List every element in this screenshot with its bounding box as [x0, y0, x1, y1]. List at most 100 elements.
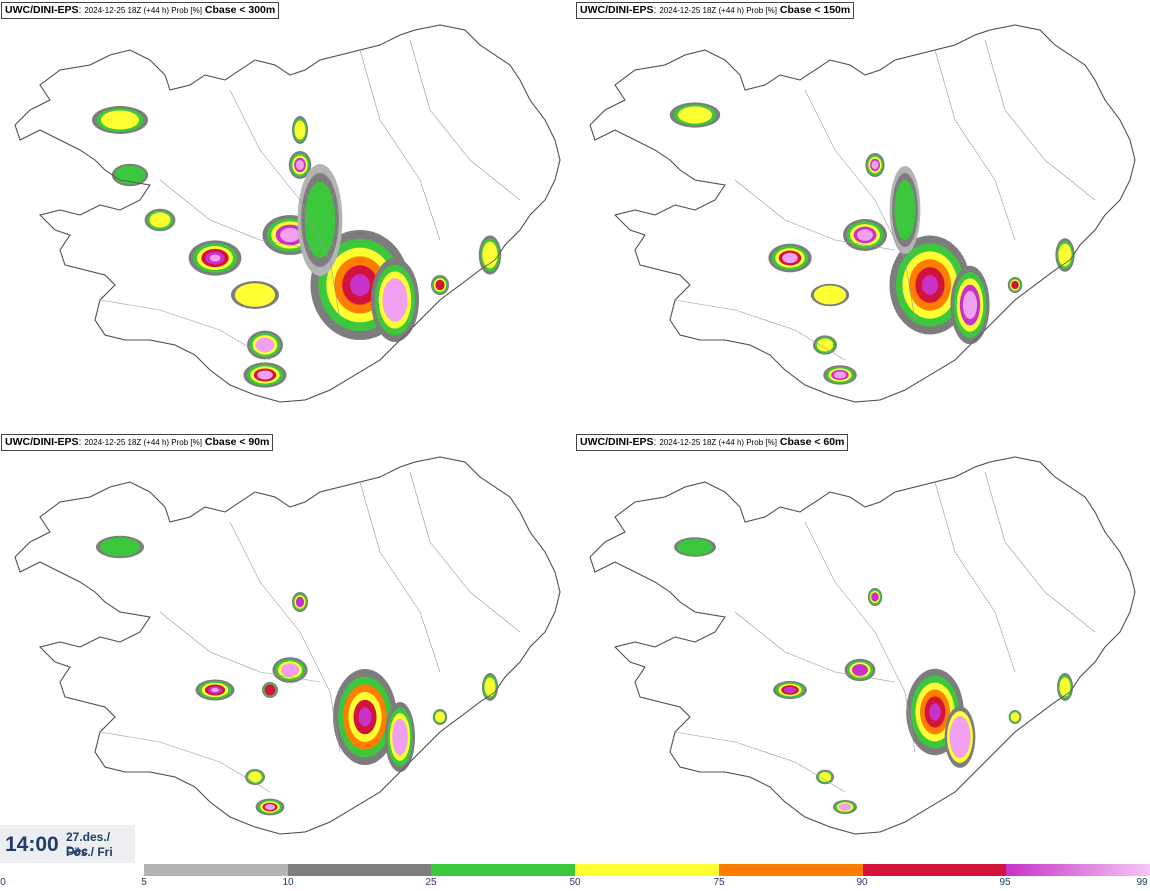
probability-area — [871, 160, 879, 170]
region-border — [804, 521, 916, 753]
colorbar-tick-label: 5 — [141, 877, 147, 888]
colorbar-tick-label: 75 — [713, 877, 725, 888]
probability-area — [264, 803, 276, 811]
probability-area — [929, 703, 941, 721]
panel-title: UWC/DINI-EPS: 2024-12-25 18Z (+44 h) Pro… — [1, 434, 274, 451]
probability-area — [838, 803, 852, 811]
model-label: UWC/DINI-EPS — [5, 4, 79, 16]
probability-area — [234, 283, 276, 307]
region-border — [229, 521, 341, 753]
valid-date-line2: Fös./ Fri — [66, 845, 113, 859]
probability-area — [818, 772, 832, 782]
probability-area — [294, 120, 306, 140]
probability-area — [833, 371, 847, 379]
region-border — [99, 731, 271, 793]
colorbar-segment — [287, 864, 432, 876]
coastline — [589, 24, 1136, 403]
probability-area — [677, 538, 713, 556]
probability-area — [99, 537, 141, 557]
coastline-outline — [14, 456, 561, 835]
run-label: 2024-12-25 18Z (+44 h) Prob [%] — [84, 438, 202, 447]
run-label: 2024-12-25 18Z (+44 h) Prob [%] — [84, 6, 202, 15]
iceland-map — [589, 24, 1136, 403]
model-label: UWC/DINI-EPS — [580, 436, 654, 448]
probability-area — [350, 274, 370, 296]
param-label: Cbase < 150m — [779, 4, 851, 16]
probability-area — [1010, 712, 1020, 722]
region-border — [674, 299, 846, 361]
probability-area — [211, 687, 219, 693]
colorbar-segment — [1006, 864, 1150, 876]
model-label: UWC/DINI-EPS — [5, 436, 79, 448]
probability-area — [257, 370, 273, 380]
region-border — [674, 731, 846, 793]
panel-title: UWC/DINI-EPS: 2024-12-25 18Z (+44 h) Pro… — [576, 434, 849, 451]
valid-time-box: 14:00 27.des./ Dec Fös./ Fri — [0, 825, 135, 863]
region-border — [934, 49, 1016, 241]
map-panel-cbase-60: UWC/DINI-EPS: 2024-12-25 18Z (+44 h) Pro… — [575, 432, 1150, 862]
probability-area — [280, 663, 300, 677]
probability-area — [1059, 677, 1071, 697]
region-border — [229, 89, 341, 321]
panel-title: UWC/DINI-EPS: 2024-12-25 18Z (+44 h) Pro… — [1, 2, 280, 19]
colorbar-tick-label: 99 — [1136, 877, 1148, 888]
probability-colorbar — [144, 864, 1150, 876]
probability-area — [894, 180, 916, 240]
colorbar-tick-label: 0 — [0, 877, 6, 888]
probability-area — [851, 664, 869, 676]
region-border — [734, 179, 896, 251]
colorbar-segment — [575, 864, 720, 876]
colorbar-segment — [144, 864, 289, 876]
region-border — [409, 471, 521, 633]
probability-area — [949, 716, 971, 758]
coastline-outline — [14, 24, 561, 403]
probability-area — [149, 212, 171, 228]
probability-area — [677, 106, 713, 124]
probability-area — [435, 711, 445, 723]
probability-area — [392, 718, 408, 756]
probability-area — [280, 227, 300, 243]
region-border — [734, 611, 896, 683]
probability-area — [962, 290, 978, 320]
panel-title: UWC/DINI-EPS: 2024-12-25 18Z (+44 h) Pro… — [576, 2, 855, 19]
region-border — [159, 611, 321, 683]
probability-area — [484, 677, 496, 697]
colorbar-tick-label: 25 — [425, 877, 437, 888]
param-label: Cbase < 60m — [779, 436, 845, 448]
probability-area — [813, 285, 847, 305]
colorbar-segment — [431, 864, 576, 876]
probability-area — [295, 596, 305, 608]
colorbar-tick-label: 90 — [856, 877, 868, 888]
probability-area — [304, 181, 336, 259]
iceland-map — [14, 456, 561, 835]
region-border — [409, 39, 521, 201]
probability-area — [482, 241, 498, 269]
map-panel-cbase-300: UWC/DINI-EPS: 2024-12-25 18Z (+44 h) Pro… — [0, 0, 575, 430]
colorbar-tick-label: 95 — [999, 877, 1011, 888]
probability-area — [209, 254, 221, 262]
run-label: 2024-12-25 18Z (+44 h) Prob [%] — [659, 438, 777, 447]
region-border — [359, 481, 441, 673]
map-panel-cbase-150: UWC/DINI-EPS: 2024-12-25 18Z (+44 h) Pro… — [575, 0, 1150, 430]
probability-area — [295, 159, 305, 171]
region-border — [159, 179, 321, 251]
region-border — [984, 471, 1096, 633]
colorbar-tick-label: 10 — [282, 877, 294, 888]
model-label: UWC/DINI-EPS — [580, 4, 654, 16]
probability-area — [114, 165, 146, 185]
param-label: Cbase < 90m — [204, 436, 270, 448]
probability-area — [358, 707, 372, 727]
probability-area — [816, 338, 834, 352]
probability-area — [382, 278, 408, 322]
map-panel-cbase-90: UWC/DINI-EPS: 2024-12-25 18Z (+44 h) Pro… — [0, 432, 575, 862]
valid-date-line1: 27.des./ Dec — [66, 830, 111, 858]
iceland-map — [589, 456, 1136, 835]
region-border — [934, 481, 1016, 673]
probability-area — [255, 337, 275, 353]
coastline — [14, 456, 561, 835]
iceland-map — [14, 24, 561, 403]
region-border — [99, 299, 271, 361]
coastline-outline — [589, 24, 1136, 403]
colorbar-tick-label: 50 — [569, 877, 581, 888]
probability-area — [782, 252, 798, 264]
